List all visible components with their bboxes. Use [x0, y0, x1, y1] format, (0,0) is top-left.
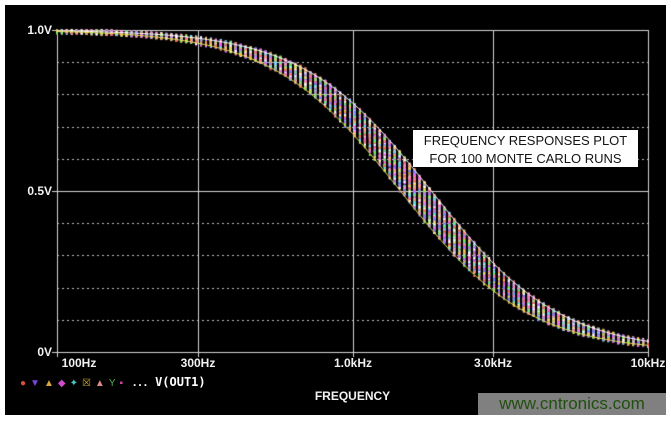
x-tick-label: 300Hz: [180, 356, 216, 370]
y-tick-label: 1.0V: [27, 23, 52, 37]
trace-legend: ● ▼ ▲ ◆ ✦ ☒ ▲ Y ▪ ... V(OUT1): [20, 374, 206, 390]
x-tick-label: 3.0kHz: [473, 356, 513, 370]
x-tick-label: 100Hz: [61, 356, 97, 370]
y-tick-label: 0V: [37, 345, 52, 359]
y-marker: Y: [108, 378, 116, 389]
x-axis-title: FREQUENCY: [314, 389, 391, 403]
frequency-response-chart: [5, 5, 666, 415]
legend-marker-glyphs: ● ▼ ▲ ◆ ✦ ☒ ▲ Y ▪: [20, 373, 127, 391]
boxed-x-marker: ☒: [81, 378, 91, 389]
annotation-line-1: FREQUENCY RESPONSES PLOT: [423, 133, 628, 148]
square-marker: ▪: [119, 378, 124, 389]
down-triangle-marker: ▼: [30, 378, 40, 389]
watermark: www.cntronics.com: [478, 393, 666, 415]
star-marker: ✦: [69, 378, 78, 389]
dot-marker: ●: [20, 378, 27, 389]
diamond-marker: ◆: [57, 378, 66, 389]
x-tick-label: 10kHz: [630, 356, 666, 370]
annotation-box: FREQUENCY RESPONSES PLOT FOR 100 MONTE C…: [413, 130, 638, 167]
legend-ellipsis: ...: [133, 375, 150, 389]
annotation-line-2: FOR 100 MONTE CARLO RUNS: [429, 150, 622, 166]
x-tick-label: 1.0kHz: [333, 356, 373, 370]
plot-panel: 0V 0.5V 1.0V 100Hz 300Hz 1.0kHz 3.0kHz 10kHz F…: [5, 5, 666, 415]
y-tick-label: 0.5V: [27, 184, 52, 198]
small-triangle-marker: ▲: [94, 378, 105, 389]
trace-name-label: V(OUT1): [155, 375, 206, 389]
triangle-marker: ▲: [43, 378, 54, 389]
